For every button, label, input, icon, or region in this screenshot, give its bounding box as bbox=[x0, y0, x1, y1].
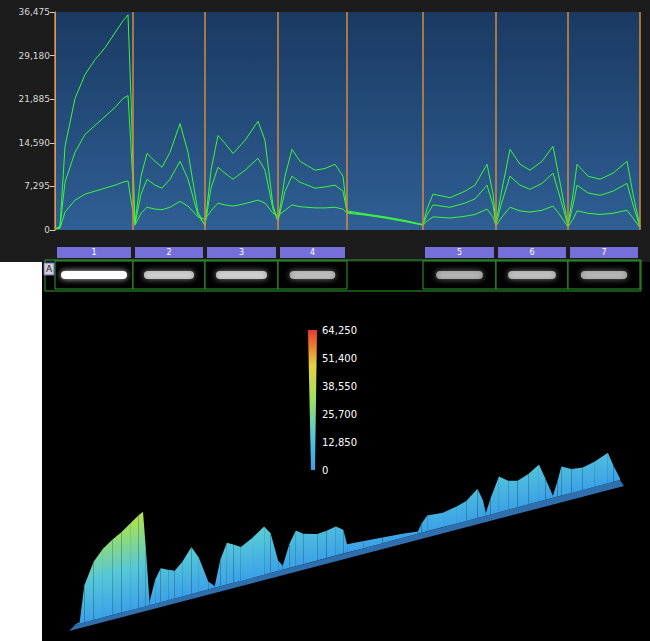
svg-text:64,250: 64,250 bbox=[322, 325, 357, 336]
svg-text:2: 2 bbox=[166, 248, 171, 257]
svg-text:6: 6 bbox=[529, 248, 534, 257]
svg-text:29,180: 29,180 bbox=[19, 51, 51, 61]
svg-text:12,850: 12,850 bbox=[322, 437, 357, 448]
svg-text:3: 3 bbox=[239, 248, 244, 257]
svg-text:21,885: 21,885 bbox=[19, 94, 51, 104]
svg-text:36,475: 36,475 bbox=[19, 7, 51, 17]
svg-text:A: A bbox=[46, 264, 53, 274]
svg-text:5: 5 bbox=[457, 248, 462, 257]
svg-text:0: 0 bbox=[322, 465, 328, 476]
svg-text:7: 7 bbox=[601, 248, 606, 257]
svg-text:7,295: 7,295 bbox=[24, 181, 50, 191]
svg-text:38,550: 38,550 bbox=[322, 381, 357, 392]
svg-text:1: 1 bbox=[91, 248, 96, 257]
svg-text:4: 4 bbox=[310, 248, 315, 257]
svg-text:0: 0 bbox=[44, 225, 50, 235]
svg-text:25,700: 25,700 bbox=[322, 409, 357, 420]
svg-text:51,400: 51,400 bbox=[322, 353, 357, 364]
svg-text:14,590: 14,590 bbox=[19, 138, 51, 148]
